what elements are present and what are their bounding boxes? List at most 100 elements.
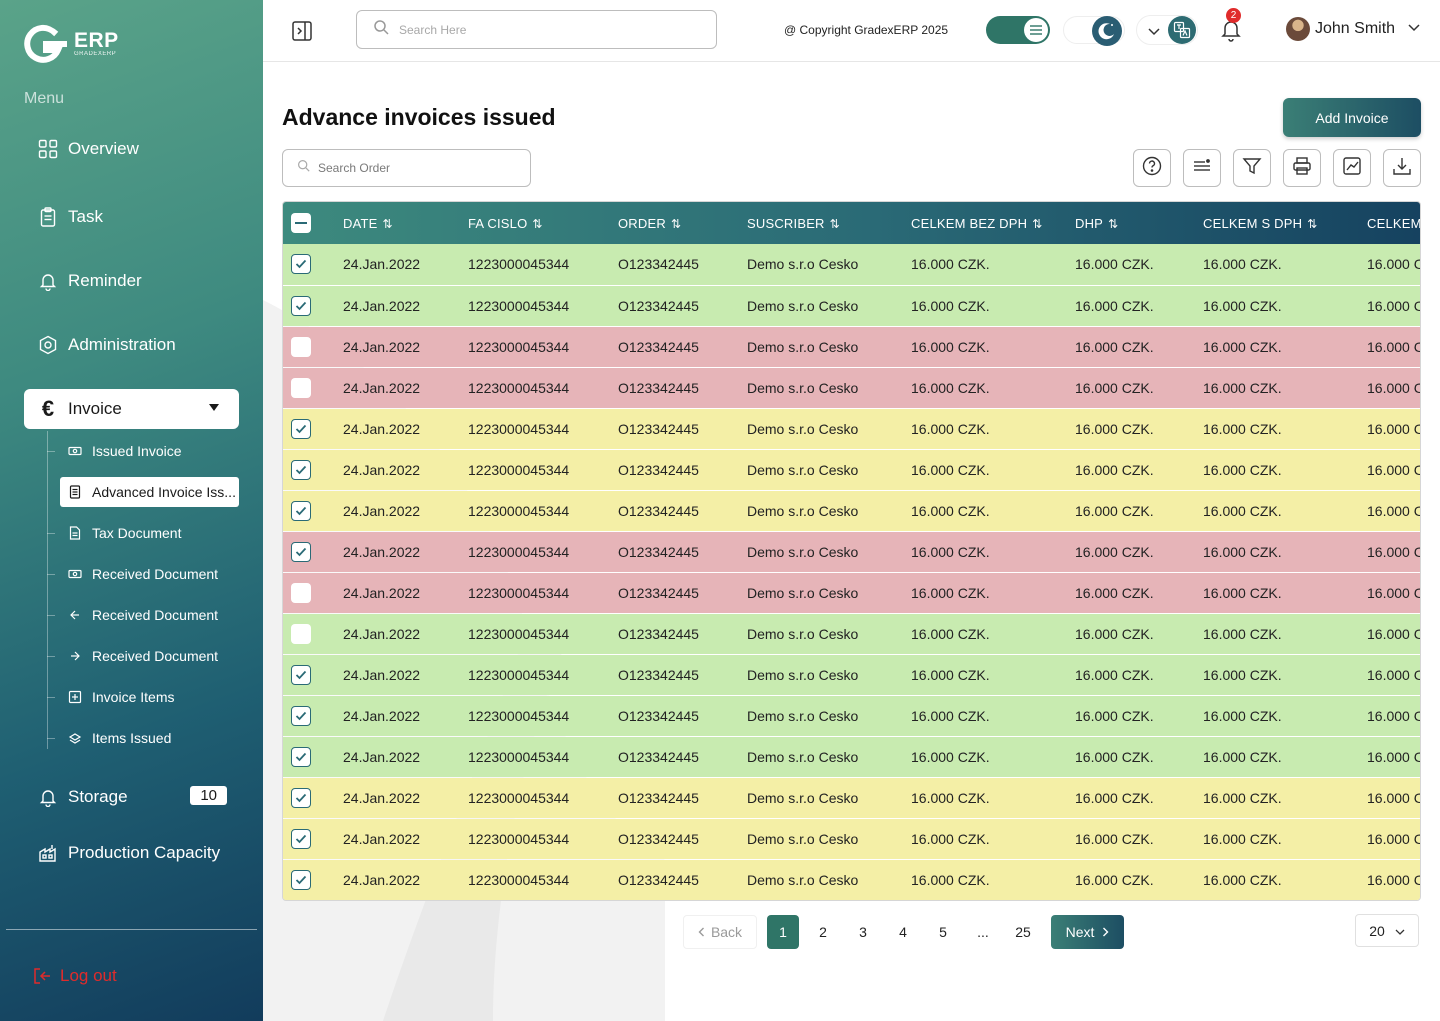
- row-checkbox[interactable]: [291, 295, 311, 316]
- brand-logo[interactable]: ERP GRADEXERP: [24, 24, 119, 64]
- chart-button[interactable]: [1333, 149, 1371, 187]
- row-select-cell[interactable]: [283, 654, 343, 695]
- row-checkbox[interactable]: [291, 541, 311, 562]
- download-button[interactable]: [1383, 149, 1421, 187]
- row-checkbox[interactable]: [291, 459, 311, 480]
- row-checkbox[interactable]: [291, 664, 311, 685]
- order-search[interactable]: [282, 149, 531, 187]
- submenu-item-tax-document[interactable]: Tax Document: [47, 518, 239, 548]
- row-select-cell[interactable]: [283, 408, 343, 449]
- row-checkbox[interactable]: [291, 787, 311, 808]
- theme-toggle-switch[interactable]: [1063, 16, 1125, 46]
- back-button[interactable]: Back: [683, 915, 757, 949]
- row-select-cell[interactable]: [283, 367, 343, 408]
- submenu-item-issued-invoice[interactable]: Issued Invoice: [47, 436, 239, 466]
- table-row[interactable]: 24.Jan.2022 1223000045344 O123342445 Demo s…: [283, 777, 1420, 818]
- table-row[interactable]: 24.Jan.2022 1223000045344 O123342445 Demo s…: [283, 490, 1420, 531]
- table-row[interactable]: 24.Jan.2022 1223000045344 O123342445 Demo s…: [283, 736, 1420, 777]
- row-checkbox[interactable]: [291, 582, 311, 603]
- global-search-input[interactable]: [399, 22, 699, 37]
- sidebar-item-production-capacity[interactable]: Production Capacity: [24, 833, 239, 873]
- language-selector[interactable]: [1136, 15, 1198, 45]
- row-select-cell[interactable]: [283, 736, 343, 777]
- row-select-cell[interactable]: [283, 859, 343, 900]
- submenu-item-invoice-items[interactable]: Invoice Items: [47, 682, 239, 712]
- row-select-cell[interactable]: [283, 285, 343, 326]
- print-button[interactable]: [1283, 149, 1321, 187]
- column-header-fa-cislo[interactable]: FA CISLO ⇅: [468, 215, 543, 231]
- sidebar-item-overview[interactable]: Overview: [24, 129, 239, 169]
- row-checkbox[interactable]: [291, 377, 311, 398]
- row-checkbox[interactable]: [291, 705, 311, 726]
- row-checkbox[interactable]: [291, 869, 311, 890]
- row-select-cell[interactable]: [283, 326, 343, 367]
- table-row[interactable]: 24.Jan.2022 1223000045344 O123342445 Demo s…: [283, 367, 1420, 408]
- sidebar-item-administration[interactable]: Administration: [24, 325, 239, 365]
- table-row[interactable]: 24.Jan.2022 1223000045344 O123342445 Demo s…: [283, 326, 1420, 367]
- help-button[interactable]: [1133, 149, 1171, 187]
- columns-button[interactable]: [1183, 149, 1221, 187]
- column-header-celkem-bez-dph[interactable]: CELKEM BEZ DPH ⇅: [911, 215, 1043, 231]
- table-row[interactable]: 24.Jan.2022 1223000045344 O123342445 Demo s…: [283, 695, 1420, 736]
- select-all-cell[interactable]: [283, 202, 343, 244]
- next-button[interactable]: Next: [1051, 915, 1124, 949]
- row-checkbox[interactable]: [291, 418, 311, 439]
- column-header-celkem-s-dph[interactable]: CELKEM S DPH ⇅: [1203, 215, 1318, 231]
- global-search[interactable]: [356, 10, 717, 49]
- column-header-order[interactable]: ORDER ⇅: [618, 215, 682, 231]
- page-size-select[interactable]: 20: [1355, 914, 1419, 947]
- table-row[interactable]: 24.Jan.2022 1223000045344 O123342445 Demo s…: [283, 449, 1420, 490]
- sidebar-item-task[interactable]: Task: [24, 197, 239, 237]
- row-select-cell[interactable]: [283, 490, 343, 531]
- select-all-checkbox[interactable]: [291, 213, 311, 233]
- row-select-cell[interactable]: [283, 572, 343, 613]
- sidebar-toggle-icon[interactable]: [291, 20, 313, 42]
- sidebar-item-reminder[interactable]: Reminder: [24, 261, 239, 301]
- row-checkbox[interactable]: [291, 746, 311, 767]
- row-select-cell[interactable]: [283, 695, 343, 736]
- table-row[interactable]: 24.Jan.2022 1223000045344 O123342445 Demo s…: [283, 859, 1420, 900]
- add-invoice-button[interactable]: Add Invoice: [1283, 98, 1421, 137]
- row-select-cell[interactable]: [283, 777, 343, 818]
- row-checkbox[interactable]: [291, 336, 311, 357]
- table-row[interactable]: 24.Jan.2022 1223000045344 O123342445 Demo s…: [283, 244, 1420, 285]
- logout-button[interactable]: Log out: [32, 966, 117, 986]
- order-search-input[interactable]: [318, 161, 518, 175]
- page-button-25[interactable]: 25: [1015, 924, 1031, 940]
- table-row[interactable]: 24.Jan.2022 1223000045344 O123342445 Demo s…: [283, 285, 1420, 326]
- row-checkbox[interactable]: [291, 254, 311, 275]
- row-checkbox[interactable]: [291, 828, 311, 849]
- table-row[interactable]: 24.Jan.2022 1223000045344 O123342445 Demo s…: [283, 531, 1420, 572]
- submenu-item-received-document-1[interactable]: Received Document: [47, 559, 239, 589]
- submenu-item-received-document-3[interactable]: Received Document: [47, 641, 239, 671]
- row-checkbox[interactable]: [291, 500, 311, 521]
- filter-button[interactable]: [1233, 149, 1271, 187]
- column-header-celkem[interactable]: CELKEM: [1367, 215, 1421, 231]
- menu-toggle-switch[interactable]: [986, 16, 1050, 44]
- column-header-dhp[interactable]: DHP ⇅: [1075, 215, 1119, 231]
- table-row[interactable]: 24.Jan.2022 1223000045344 O123342445 Demo s…: [283, 408, 1420, 449]
- row-select-cell[interactable]: [283, 531, 343, 572]
- table-row[interactable]: 24.Jan.2022 1223000045344 O123342445 Demo s…: [283, 572, 1420, 613]
- page-button-2[interactable]: 2: [819, 924, 827, 940]
- row-select-cell[interactable]: [283, 613, 343, 654]
- column-header-date[interactable]: DATE ⇅: [343, 215, 393, 231]
- submenu-item-items-issued[interactable]: Items Issued: [47, 723, 239, 753]
- row-select-cell[interactable]: [283, 818, 343, 859]
- sidebar-item-storage[interactable]: Storage 10: [24, 777, 239, 817]
- row-select-cell[interactable]: [283, 244, 343, 285]
- page-button-1[interactable]: 1: [767, 915, 799, 949]
- page-button-3[interactable]: 3: [859, 924, 867, 940]
- page-button-5[interactable]: 5: [939, 924, 947, 940]
- column-header-suscriber[interactable]: SUSCRIBER ⇅: [747, 215, 840, 231]
- sidebar-item-invoice[interactable]: € Invoice: [24, 389, 239, 429]
- user-menu[interactable]: John Smith: [1286, 17, 1421, 41]
- submenu-item-received-document-2[interactable]: Received Document: [47, 600, 239, 630]
- page-button-4[interactable]: 4: [899, 924, 907, 940]
- submenu-item-advanced-invoice[interactable]: Advanced Invoice Iss...: [60, 477, 239, 507]
- table-row[interactable]: 24.Jan.2022 1223000045344 O123342445 Demo s…: [283, 654, 1420, 695]
- row-checkbox[interactable]: [291, 623, 311, 644]
- table-row[interactable]: 24.Jan.2022 1223000045344 O123342445 Demo s…: [283, 613, 1420, 654]
- row-select-cell[interactable]: [283, 449, 343, 490]
- table-row[interactable]: 24.Jan.2022 1223000045344 O123342445 Demo s…: [283, 818, 1420, 859]
